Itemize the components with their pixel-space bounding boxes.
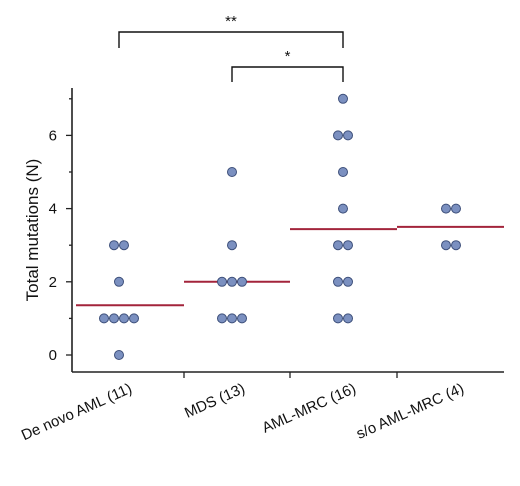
data-point — [338, 93, 348, 104]
data-point — [99, 313, 109, 324]
data-point — [441, 240, 451, 251]
data-point — [114, 276, 124, 287]
data-point — [333, 240, 343, 251]
y-ticks: 0 2 4 6 — [49, 98, 72, 364]
data-point — [114, 350, 124, 360]
data-point — [109, 313, 119, 324]
data-point — [109, 240, 119, 251]
data-point — [227, 240, 237, 251]
significance-bracket — [118, 31, 344, 48]
x-tick-label: De novo AML (11) — [19, 380, 135, 444]
data-point — [333, 130, 343, 141]
significance-brackets: *** — [118, 13, 344, 82]
y-tick-label: 2 — [49, 274, 57, 291]
x-tick-label: AML-MRC (16) — [260, 380, 359, 437]
significance-bracket — [231, 66, 344, 82]
data-point — [227, 313, 237, 324]
y-tick-label: 4 — [49, 201, 57, 218]
data-point — [237, 276, 247, 287]
y-tick-label: 6 — [49, 127, 57, 144]
data-point — [343, 276, 353, 287]
data-point — [441, 203, 451, 214]
y-tick-label: 0 — [49, 347, 57, 364]
axes — [71, 88, 504, 373]
significance-label: ** — [225, 13, 237, 30]
x-tick-label: MDS (13) — [182, 380, 248, 422]
data-points — [99, 93, 461, 360]
x-tick-label: s/o AML-MRC (4) — [354, 380, 467, 443]
y-axis-label: Total mutations (N) — [23, 159, 42, 302]
data-point — [237, 313, 247, 324]
significance-label: * — [285, 48, 291, 65]
data-point — [333, 313, 343, 324]
mean-lines — [76, 225, 504, 307]
data-point — [451, 240, 461, 251]
data-point — [343, 130, 353, 141]
data-point — [227, 276, 237, 287]
data-point — [343, 313, 353, 324]
data-point — [338, 167, 348, 177]
data-point — [333, 276, 343, 287]
data-point — [129, 313, 139, 324]
x-ticks: De novo AML (11) MDS (13) AML-MRC (16)s/o … — [19, 372, 467, 444]
data-point — [119, 313, 129, 324]
data-point — [217, 313, 227, 324]
data-point — [338, 203, 348, 214]
data-point — [119, 240, 129, 251]
data-point — [227, 167, 237, 177]
data-point — [217, 276, 227, 287]
data-point — [343, 240, 353, 251]
data-point — [451, 203, 461, 214]
